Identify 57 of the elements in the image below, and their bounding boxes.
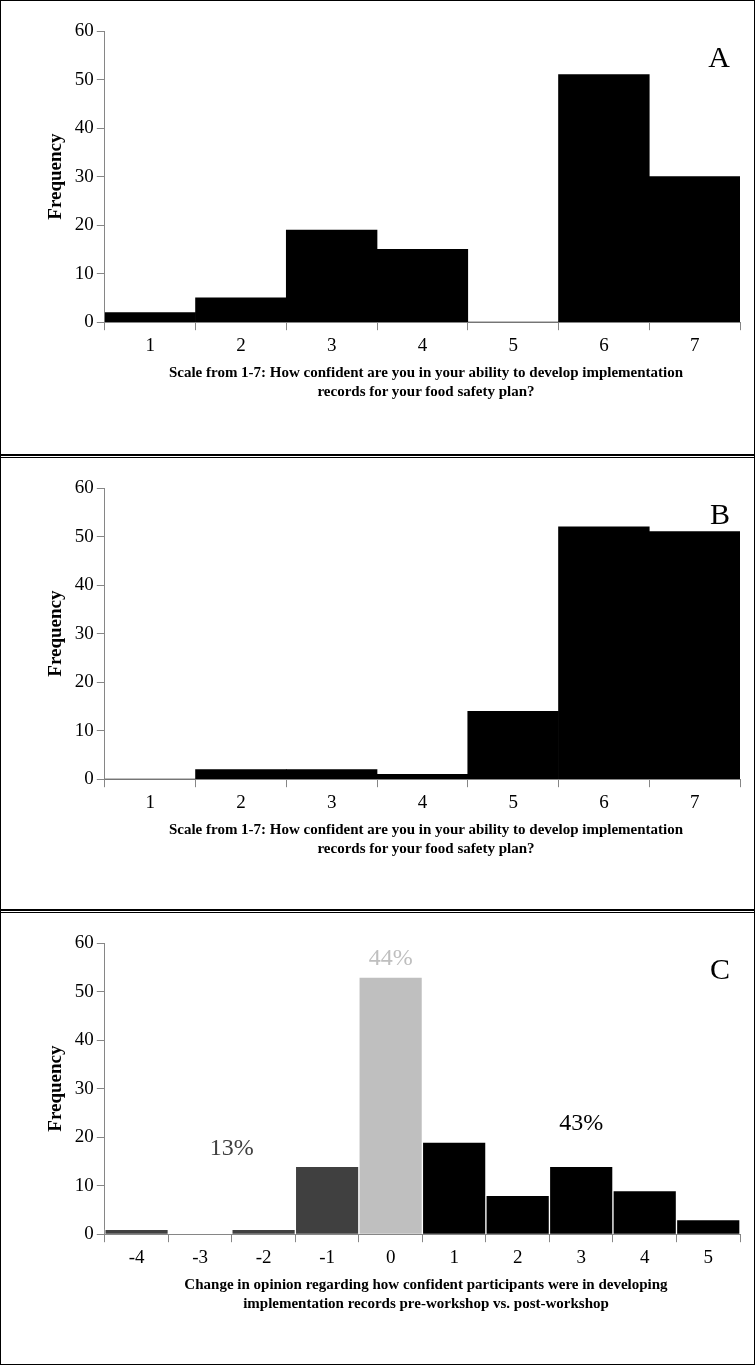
y-axis-title: Frequency (44, 133, 66, 220)
x-tick-label: 0 (385, 1245, 396, 1267)
y-tick-label: 20 (74, 213, 94, 235)
x-tick-label: 2 (236, 333, 246, 355)
x-tick-label: 2 (236, 790, 246, 812)
y-tick-label: 40 (74, 573, 94, 595)
annotation: A (708, 39, 731, 73)
y-axis-title: Frequency (44, 1045, 66, 1132)
y-tick-label: 10 (74, 1173, 94, 1195)
x-tick-label: -3 (192, 1245, 208, 1267)
y-tick-label: 50 (74, 979, 94, 1001)
y-axis-title: Frequency (44, 590, 66, 677)
x-tick-label: 3 (576, 1245, 586, 1267)
x-tick-label: 4 (639, 1245, 650, 1267)
y-tick-label: 0 (84, 767, 94, 789)
annotation: 44% (368, 944, 413, 971)
y-tick-label: 40 (74, 116, 94, 138)
x-tick-label: 5 (508, 333, 518, 355)
x-tick-label: 3 (326, 333, 337, 355)
y-tick-label: 60 (74, 475, 94, 497)
x-tick-label: -2 (255, 1245, 272, 1267)
y-tick-label: 60 (74, 18, 94, 40)
x-tick-label: 6 (599, 333, 609, 355)
x-tick-label: -1 (319, 1245, 336, 1267)
y-tick-label: 30 (74, 621, 94, 643)
y-tick-label: 50 (74, 67, 94, 89)
y-tick-label: 10 (74, 261, 94, 283)
y-tick-label: 60 (74, 930, 94, 952)
y-tick-label: 20 (74, 670, 94, 692)
annotation: B (709, 496, 730, 530)
x-axis-title: Change in opinion regarding how confident participants were in developing implementation records pre-workshop vs. post-workshop (183, 1275, 669, 1313)
x-axis-title: Scale from 1-7: How confident are you in your ability to develop implementation records for your food safety plan? (167, 363, 685, 401)
x-tick-label: 5 (703, 1245, 713, 1267)
y-tick-label: 20 (74, 1125, 94, 1147)
x-tick-label: 1 (145, 333, 155, 355)
y-tick-label: 50 (74, 524, 94, 546)
x-tick-label: 6 (599, 790, 609, 812)
annotation: C (709, 951, 730, 985)
y-tick-label: 0 (84, 1222, 94, 1244)
annotation: 43% (559, 1109, 604, 1136)
y-tick-label: 10 (74, 718, 94, 740)
y-tick-label: 30 (74, 164, 94, 186)
annotation: 13% (209, 1133, 254, 1160)
y-tick-label: 30 (74, 1076, 94, 1098)
x-tick-label: 1 (449, 1245, 459, 1267)
x-tick-label: 1 (145, 790, 155, 812)
x-tick-label: 2 (512, 1245, 523, 1267)
x-tick-label: 7 (689, 333, 700, 355)
x-tick-label: 4 (417, 790, 428, 812)
y-tick-label: 40 (74, 1028, 94, 1050)
x-tick-label: 3 (326, 790, 337, 812)
x-axis-title: Scale from 1-7: How confident are you in your ability to develop implementation records for your food safety plan? (167, 820, 685, 858)
y-tick-label: 0 (84, 310, 94, 332)
x-tick-label: 7 (689, 790, 700, 812)
x-tick-label: 5 (508, 790, 518, 812)
x-tick-label: 4 (417, 333, 428, 355)
x-tick-label: -4 (128, 1245, 145, 1267)
